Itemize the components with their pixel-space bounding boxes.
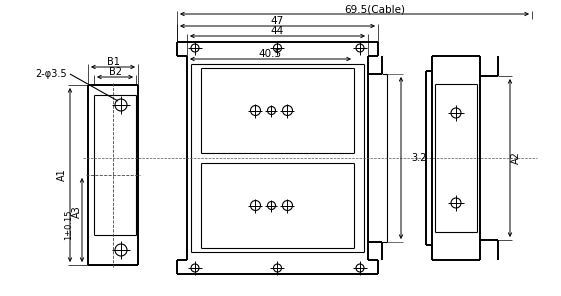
Text: 47: 47 (271, 16, 284, 26)
Text: 1±0.15: 1±0.15 (65, 210, 73, 240)
Text: 44: 44 (271, 26, 284, 36)
Text: A2: A2 (511, 152, 521, 165)
Text: 2-φ3.5: 2-φ3.5 (35, 69, 67, 79)
Text: A1: A1 (57, 169, 67, 181)
Text: 3.2: 3.2 (411, 153, 426, 163)
Text: A3: A3 (72, 206, 82, 218)
Text: 69.5(Cable): 69.5(Cable) (344, 4, 405, 14)
Text: B1: B1 (107, 57, 119, 67)
Text: 40.5: 40.5 (259, 49, 282, 59)
Text: B2: B2 (108, 67, 122, 77)
